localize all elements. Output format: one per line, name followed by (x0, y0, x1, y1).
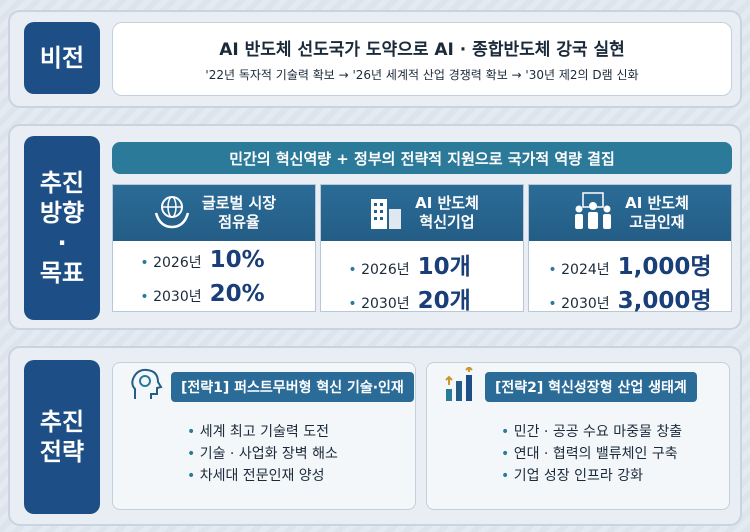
icon (152, 191, 192, 235)
growth-icon (445, 365, 473, 401)
card-item: 차세대 전문인재 양성 (187, 465, 415, 487)
label-text: 목표 (39, 259, 85, 287)
strategy-label: 추진 전략 (24, 360, 100, 514)
card-item: 연대 · 협력의 밸류체인 구축 (501, 443, 729, 465)
direction-label: 추진 방향 · 목표 (24, 136, 100, 320)
goal-item: 2024년 1,000명 (529, 247, 731, 281)
goal-year: 2030년 (548, 293, 610, 313)
card-item: 민간 · 공공 수요 마중물 창출 (501, 421, 729, 443)
goal-title: AI 반도체 혁신기업 (415, 194, 479, 232)
goal-item: 2026년 10개 (321, 247, 523, 281)
card-title: [전략1] 퍼스트무버형 혁신 기술·인재 (171, 372, 414, 402)
label-text: · (57, 229, 67, 257)
card-header: [전략1] 퍼스트무버형 혁신 기술·인재 (113, 363, 415, 411)
vision-box: AI 반도체 선도국가 도약으로 AI · 종합반도체 강국 실현 '22년 독… (112, 22, 732, 96)
vision-title: AI 반도체 선도국가 도약으로 AI · 종합반도체 강국 실현 (219, 40, 625, 60)
label-text: 방향 (39, 199, 85, 227)
globe-icon (154, 196, 190, 229)
goal-value: 20% (209, 281, 265, 307)
card-list: 세계 최고 기술력 도전기술 · 사업화 장벽 해소차세대 전문인재 양성 (113, 411, 415, 487)
goal-item: 2030년 20% (113, 281, 315, 315)
goal-title: AI 반도체 고급인재 (625, 194, 689, 232)
card-header: [전략2] 혁신성장형 산업 생태계 (427, 363, 729, 411)
goal-value: 20개 (417, 288, 471, 314)
goal-header: 글로벌 시장 점유율 (113, 185, 315, 241)
goal-title-line: 고급인재 (629, 213, 685, 231)
direction-section: 추진 방향 · 목표 민간의 혁신역량 + 정부의 전략적 지원으로 국가적 역량 결… (8, 124, 742, 330)
goal-body: 2026년 10% 2030년 20% (113, 241, 315, 315)
icon (571, 191, 615, 235)
goal-value: 1,000명 (617, 254, 712, 280)
goal-item: 2026년 10% (113, 247, 315, 281)
vision-subtitle: '22년 독자적 기술력 확보 → '26년 세계적 산업 경쟁력 확보 → '… (205, 68, 639, 82)
goal-title-line: 혁신기업 (419, 213, 475, 231)
card-item: 세계 최고 기술력 도전 (187, 421, 415, 443)
icon (441, 365, 477, 407)
strategy-card: [전략2] 혁신성장형 산업 생태계민간 · 공공 수요 마중물 창출연대 · … (426, 362, 730, 510)
goal-title-line: AI 반도체 (625, 194, 689, 213)
icon (365, 191, 405, 235)
card-list: 민간 · 공공 수요 마중물 창출연대 · 협력의 밸류체인 구축기업 성장 인… (427, 411, 729, 487)
label-text: 추진 (39, 408, 85, 436)
vision-section: 비전 AI 반도체 선도국가 도약으로 AI · 종합반도체 강국 실현 '22… (8, 10, 742, 108)
goal-year: 2026년 (348, 259, 410, 279)
card-title: [전략2] 혁신성장형 산업 생태계 (485, 372, 697, 402)
goal-year: 2030년 (140, 286, 202, 306)
goal-title: 글로벌 시장 점유율 (202, 194, 276, 232)
vision-label: 비전 (24, 22, 100, 94)
icon (127, 367, 163, 407)
goal-value: 10% (209, 247, 265, 273)
strategy-card: [전략1] 퍼스트무버형 혁신 기술·인재세계 최고 기술력 도전기술 · 사업… (112, 362, 416, 510)
goal-year: 2024년 (548, 259, 610, 279)
label-text: 비전 (39, 44, 85, 72)
goal-title-line: 점유율 (218, 213, 260, 231)
goal-year: 2026년 (140, 252, 202, 272)
goal-item: 2030년 20개 (321, 281, 523, 315)
goal-header: AI 반도체 고급인재 (529, 185, 731, 241)
label-text: 추진 (39, 169, 85, 197)
card-item: 기술 · 사업화 장벽 해소 (187, 443, 415, 465)
goal-value: 10개 (417, 254, 471, 280)
card-item: 기업 성장 인프라 강화 (501, 465, 729, 487)
head-icon (131, 368, 163, 399)
label-text: 전략 (39, 438, 85, 466)
goal-body: 2024년 1,000명 2030년 3,000명 (529, 241, 731, 315)
building-icon (371, 199, 402, 229)
goal-body: 2026년 10개 2030년 20개 (321, 241, 523, 315)
people-icon (575, 192, 612, 229)
goal-year: 2030년 (348, 293, 410, 313)
goal-title-line: 글로벌 시장 (201, 194, 277, 213)
goal-title-line: AI 반도체 (415, 194, 479, 213)
goal-value: 3,000명 (617, 288, 712, 314)
goal-header: AI 반도체 혁신기업 (321, 185, 523, 241)
banner: 민간의 혁신역량 + 정부의 전략적 지원으로 국가적 역량 결집 (112, 142, 732, 174)
goal-item: 2030년 3,000명 (529, 281, 731, 315)
